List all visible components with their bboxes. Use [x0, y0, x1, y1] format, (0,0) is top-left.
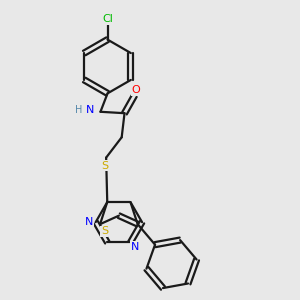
Text: N: N — [85, 217, 94, 227]
Text: S: S — [101, 160, 108, 171]
Text: H: H — [75, 105, 82, 116]
Text: S: S — [101, 226, 108, 236]
Text: N: N — [130, 242, 139, 251]
Text: N: N — [86, 105, 95, 116]
Text: O: O — [131, 85, 140, 95]
Text: Cl: Cl — [102, 14, 113, 24]
